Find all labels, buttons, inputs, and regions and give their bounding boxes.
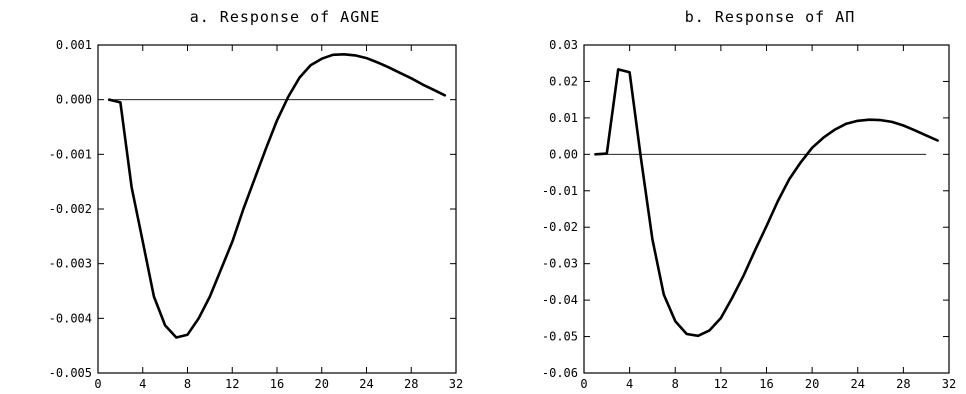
x-tick-label-a-1: 4	[139, 377, 146, 391]
x-tick-label-b-7: 28	[896, 377, 910, 391]
x-tick-label-a-6: 24	[359, 377, 373, 391]
y-tick-label-b-7: -0.04	[542, 293, 578, 307]
x-tick-label-a-5: 20	[315, 377, 329, 391]
x-tick-label-a-0: 0	[94, 377, 101, 391]
x-tick-label-b-1: 4	[626, 377, 633, 391]
chart-panel-a: a. Response of AGNE 0.001 0.000 -0.001 -0.00…	[49, 8, 464, 391]
x-tick-label-b-8: 32	[942, 377, 956, 391]
plot-frame-a	[97, 44, 457, 374]
y-tick-label-b-5: -0.02	[542, 220, 578, 234]
x-tick-label-b-0: 0	[580, 377, 587, 391]
y-tick-label-b-8: -0.05	[542, 330, 578, 344]
y-tick-label-a-4: -0.003	[49, 257, 92, 271]
y-tick-label-b-1: 0.02	[549, 74, 578, 88]
y-tick-label-b-3: 0.00	[549, 147, 578, 161]
y-tick-label-b-2: 0.01	[549, 111, 578, 125]
x-tick-label-b-5: 20	[805, 377, 819, 391]
y-tick-label-b-0: 0.03	[549, 38, 578, 52]
y-tick-label-a-5: -0.004	[49, 311, 92, 325]
series-line-b-0	[594, 68, 939, 338]
y-tick-label-b-9: -0.06	[542, 366, 578, 380]
x-tick-label-b-3: 12	[714, 377, 728, 391]
series-line-a-0	[107, 52, 447, 339]
plot-frame-b	[583, 44, 950, 374]
x-tick-label-a-2: 8	[184, 377, 191, 391]
x-tick-label-b-6: 24	[851, 377, 865, 391]
x-tick-label-b-4: 16	[759, 377, 773, 391]
y-tick-label-b-4: -0.01	[542, 184, 578, 198]
chart-title-b: b. Response of AΠ	[685, 8, 856, 26]
x-tick-label-a-8: 32	[449, 377, 463, 391]
y-tick-label-a-2: -0.001	[49, 147, 92, 161]
x-tick-label-a-7: 28	[404, 377, 418, 391]
y-tick-label-a-1: 0.000	[56, 93, 92, 107]
x-tick-label-a-4: 16	[270, 377, 284, 391]
y-tick-label-a-3: -0.002	[49, 202, 92, 216]
y-tick-label-b-6: -0.03	[542, 257, 578, 271]
chart-panel-b: b. Response of AΠ 0.03 0.02 0.01 0.00 -0.01 -0…	[542, 8, 956, 391]
x-tick-label-a-3: 12	[225, 377, 239, 391]
y-tick-label-a-0: 0.001	[56, 38, 92, 52]
x-tick-label-b-2: 8	[672, 377, 679, 391]
y-tick-label-a-6: -0.005	[49, 366, 92, 380]
chart-title-a: a. Response of AGNE	[190, 8, 381, 26]
